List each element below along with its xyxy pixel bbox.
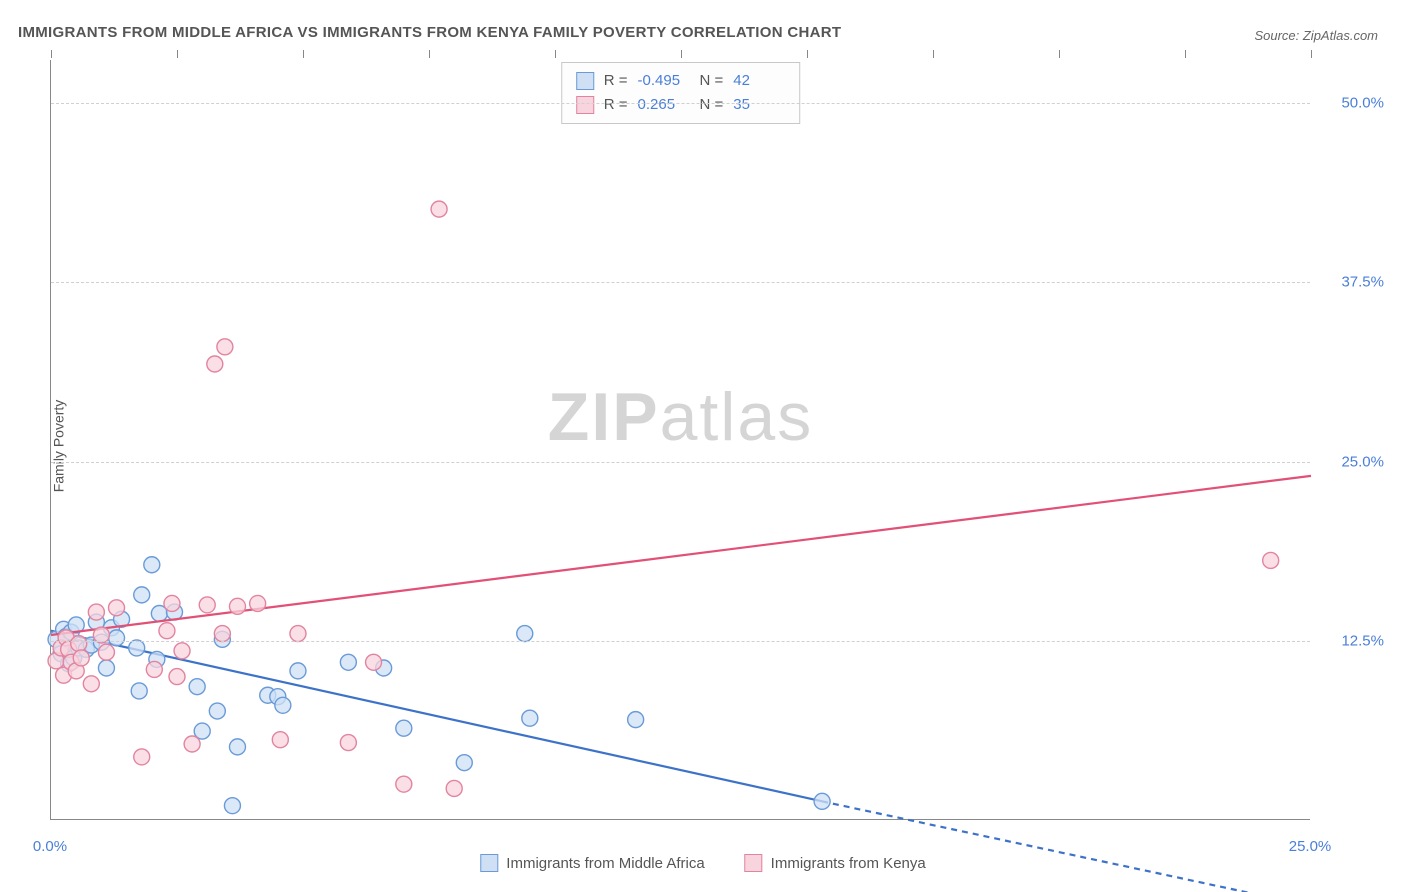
plot-area: ZIPatlas R =-0.495N =42R =0.265N =35 12.…: [50, 60, 1310, 820]
data-point: [174, 643, 190, 659]
x-tick-mark: [555, 50, 556, 58]
data-point: [184, 736, 200, 752]
legend-label: Immigrants from Middle Africa: [506, 855, 704, 872]
data-point: [522, 710, 538, 726]
data-point: [159, 623, 175, 639]
data-point: [814, 793, 830, 809]
stats-n-label: N =: [700, 69, 724, 93]
stats-swatch: [576, 96, 594, 114]
stats-r-label: R =: [604, 69, 628, 93]
data-point: [146, 661, 162, 677]
data-point: [250, 595, 266, 611]
data-point: [1263, 552, 1279, 568]
stats-swatch: [576, 72, 594, 90]
data-point: [109, 600, 125, 616]
x-tick-mark: [807, 50, 808, 58]
y-tick-label: 25.0%: [1341, 453, 1384, 470]
stats-row: R = -0.495 N = 42: [576, 69, 786, 93]
stats-row: R = 0.265 N = 35: [576, 93, 786, 117]
source-label: Source: ZipAtlas.com: [1254, 28, 1378, 43]
data-point: [98, 660, 114, 676]
data-point: [129, 640, 145, 656]
x-tick-mark: [681, 50, 682, 58]
data-point: [396, 776, 412, 792]
data-point: [272, 732, 288, 748]
data-point: [290, 626, 306, 642]
legend-swatch: [480, 854, 498, 872]
data-point: [366, 654, 382, 670]
x-tick-label: 25.0%: [1289, 838, 1332, 855]
y-tick-label: 37.5%: [1341, 274, 1384, 291]
data-point: [71, 636, 87, 652]
data-point: [628, 712, 644, 728]
stats-n-value: 35: [733, 93, 785, 117]
data-point: [131, 683, 147, 699]
x-tick-label: 0.0%: [33, 838, 67, 855]
data-point: [164, 595, 180, 611]
legend-swatch: [745, 854, 763, 872]
stats-n-value: 42: [733, 69, 785, 93]
data-point: [134, 587, 150, 603]
data-point: [431, 201, 447, 217]
x-tick-mark: [1311, 50, 1312, 58]
data-point: [340, 654, 356, 670]
data-point: [134, 749, 150, 765]
chart-title: IMMIGRANTS FROM MIDDLE AFRICA VS IMMIGRA…: [18, 24, 841, 41]
x-tick-mark: [429, 50, 430, 58]
data-point: [169, 669, 185, 685]
stats-r-label: R =: [604, 93, 628, 117]
data-point: [396, 720, 412, 736]
data-point: [88, 604, 104, 620]
stats-r-value: -0.495: [638, 69, 690, 93]
stats-r-value: 0.265: [638, 93, 690, 117]
data-point: [229, 739, 245, 755]
x-tick-mark: [933, 50, 934, 58]
gridline: [51, 641, 1310, 642]
y-tick-label: 50.0%: [1341, 95, 1384, 112]
data-point: [98, 644, 114, 660]
x-tick-mark: [1059, 50, 1060, 58]
y-tick-label: 12.5%: [1341, 632, 1384, 649]
data-point: [446, 780, 462, 796]
data-point: [207, 356, 223, 372]
data-point: [109, 630, 125, 646]
data-point: [189, 679, 205, 695]
data-point: [144, 557, 160, 573]
data-point: [214, 626, 230, 642]
chart-svg: [51, 60, 1310, 819]
stats-box: R = -0.495 N = 42 R = 0.265 N = 35: [561, 62, 801, 124]
data-point: [209, 703, 225, 719]
legend-label: Immigrants from Kenya: [771, 855, 926, 872]
data-point: [217, 339, 233, 355]
x-tick-mark: [177, 50, 178, 58]
x-tick-mark: [1185, 50, 1186, 58]
x-tick-mark: [51, 50, 52, 58]
trend-line: [51, 631, 822, 802]
data-point: [229, 598, 245, 614]
data-point: [83, 676, 99, 692]
x-tick-mark: [303, 50, 304, 58]
data-point: [275, 697, 291, 713]
legend-item: Immigrants from Kenya: [745, 854, 926, 872]
data-point: [224, 798, 240, 814]
data-point: [517, 626, 533, 642]
stats-n-label: N =: [700, 93, 724, 117]
data-point: [73, 650, 89, 666]
gridline: [51, 282, 1310, 283]
bottom-legend: Immigrants from Middle Africa Immigrants …: [480, 854, 925, 872]
data-point: [456, 755, 472, 771]
gridline: [51, 103, 1310, 104]
gridline: [51, 462, 1310, 463]
data-point: [199, 597, 215, 613]
legend-item: Immigrants from Middle Africa: [480, 854, 704, 872]
data-point: [290, 663, 306, 679]
data-point: [340, 735, 356, 751]
